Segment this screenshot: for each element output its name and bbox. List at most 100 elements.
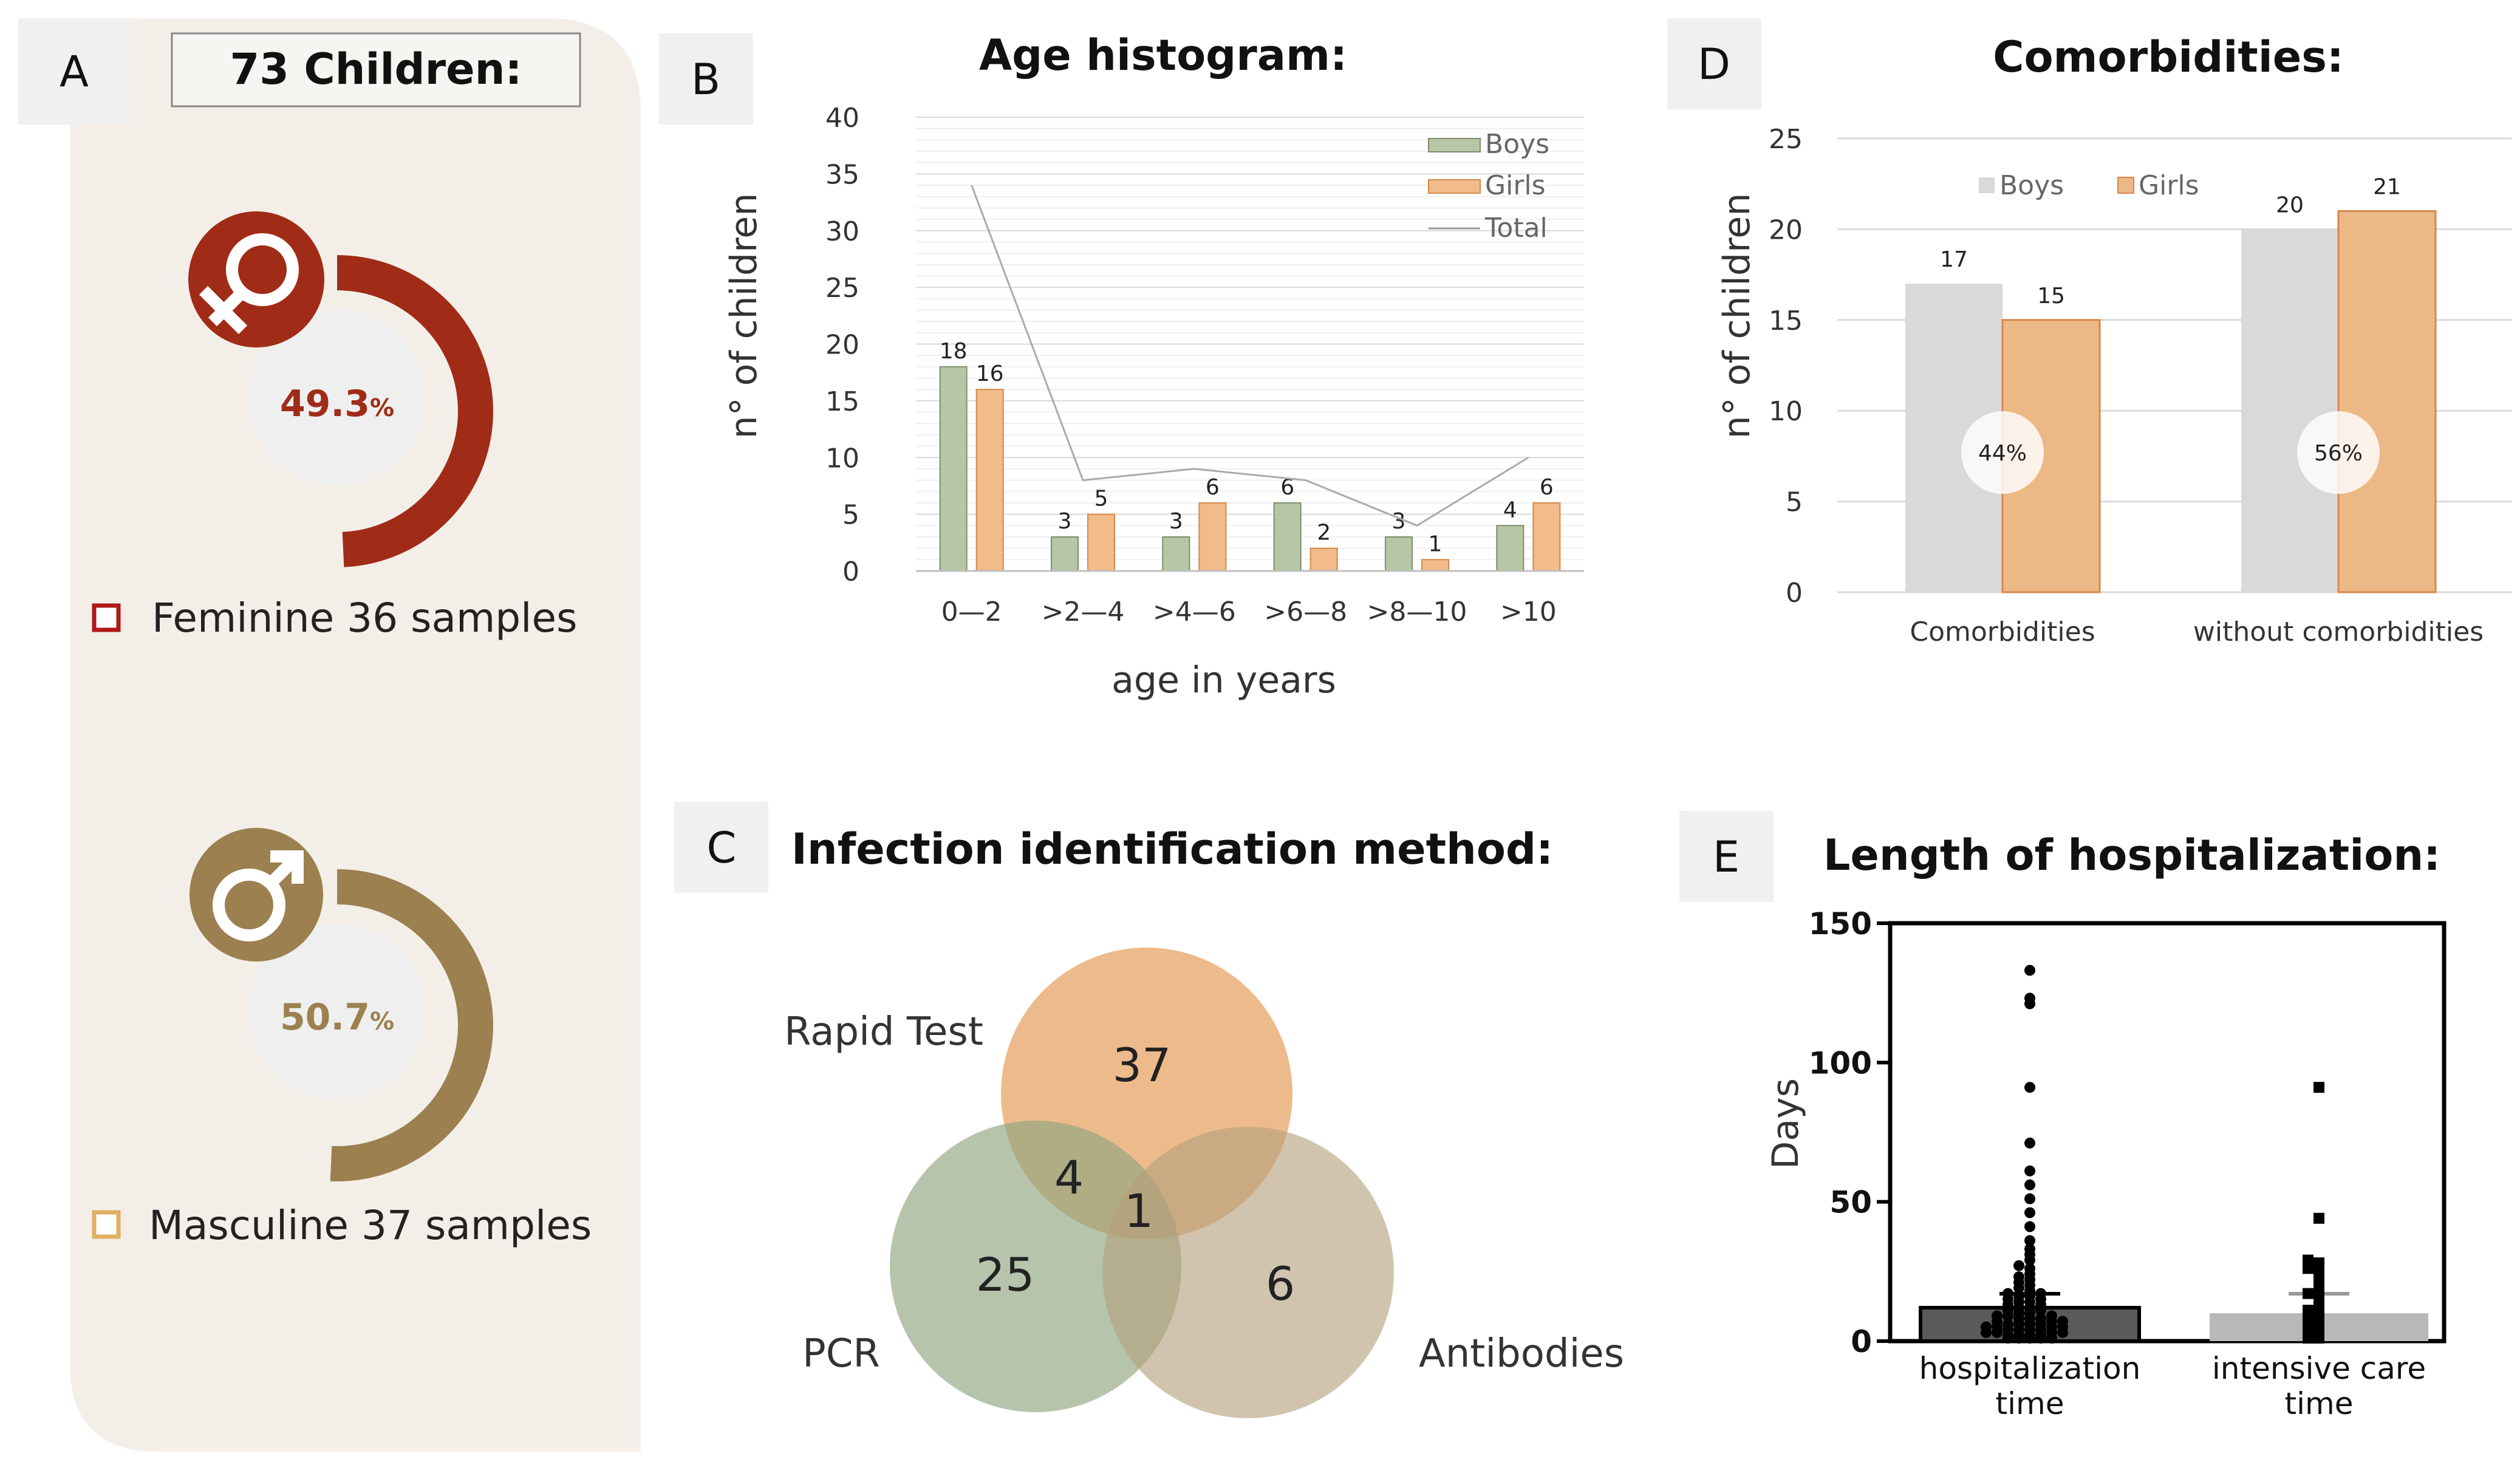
bar-boys-label: 6 <box>1280 475 1294 500</box>
comorb-legend-boys-label: Boys <box>1999 170 2064 201</box>
data-point <box>2024 1221 2035 1232</box>
data-point <box>2024 1165 2035 1177</box>
panel-d: D Comorbidities: n° of children 0 5 10 15 20… <box>1667 18 2511 647</box>
bar-girls <box>1532 502 1561 572</box>
bar-girls-label: 15 <box>2037 284 2065 309</box>
age-chart-title: Age histogram: <box>979 30 1347 80</box>
y-tick-label: 10 <box>825 443 859 474</box>
venn-antibodies-only-count: 6 <box>1266 1257 1295 1311</box>
bar-boys <box>1496 525 1525 572</box>
comorbidities-x-ticks: Comorbidities without comorbidities <box>1910 617 2484 647</box>
comorb-legend-boys-swatch <box>1979 177 1995 193</box>
comorbidities-chart-title: Comorbidities: <box>1993 32 2344 82</box>
panel-c: C Infection identification method: 37 25… <box>674 802 1624 1418</box>
bar-girls <box>1421 559 1449 572</box>
legend-girls-label: Girls <box>1485 170 1546 201</box>
venn-circle-antibodies <box>1102 1127 1394 1418</box>
bar-boys-label: 3 <box>1169 509 1183 534</box>
panel-e-letter-box <box>1679 811 1774 902</box>
male-percent-arc <box>330 869 493 1181</box>
y-tick-label: 0 <box>1786 578 1803 609</box>
venn-title: Infection identification method: <box>791 824 1553 874</box>
hospitalization-y-ticks: 0 50 100 150 <box>1809 906 1890 1359</box>
bar-boys <box>1273 502 1302 572</box>
data-point <box>2035 1313 2046 1324</box>
data-point <box>2003 1319 2013 1330</box>
comorbidities-y-ticks: 0 5 10 15 20 25 <box>1769 124 1803 609</box>
data-point <box>2024 1207 2035 1218</box>
y-tick-label: 15 <box>825 386 859 417</box>
hospitalization-x-ticks: hospitalization time intensive care time <box>1919 1351 2426 1421</box>
data-point <box>2024 1137 2035 1149</box>
panel-a-letter: A <box>60 47 89 97</box>
x-tick-label: Comorbidities <box>1910 617 2095 647</box>
data-point <box>2024 1243 2035 1255</box>
x-tick-label: hospitalization time <box>1919 1351 2141 1421</box>
data-point <box>2313 1271 2324 1283</box>
data-point <box>2003 1288 2013 1299</box>
bar-girls <box>1087 513 1115 572</box>
y-tick-label: 20 <box>825 330 859 361</box>
comorb-legend-girls-label: Girls <box>2139 170 2199 201</box>
data-point <box>2013 1291 2024 1302</box>
data-point <box>2024 1193 2035 1204</box>
data-point <box>2013 1260 2024 1271</box>
bar-boys <box>2241 229 2338 592</box>
age-y-axis-label: n° of children <box>723 193 765 439</box>
venn-label-rapid-test: Rapid Test <box>784 1009 983 1054</box>
y-tick-label: 15 <box>1769 306 1803 336</box>
hospitalization-y-axis-label: Days <box>1764 1078 1807 1169</box>
data-point <box>1992 1310 2003 1322</box>
data-point <box>2303 1263 2313 1274</box>
x-tick-label: >8—10 <box>1367 596 1467 627</box>
data-point <box>2024 1263 2035 1274</box>
data-point <box>2024 965 2035 976</box>
data-point <box>2303 1288 2313 1299</box>
comorbidities-y-axis-label: n° of children <box>1716 193 1758 439</box>
data-point <box>2024 1179 2035 1190</box>
venn-rapid-only-count: 37 <box>1113 1038 1172 1092</box>
legend-total-label: Total <box>1484 213 1548 244</box>
hospitalization-title: Length of hospitalization: <box>1823 830 2440 880</box>
data-point <box>2313 1082 2324 1093</box>
x-tick-label: 0—2 <box>941 596 1002 627</box>
percent-circle <box>1961 411 2044 494</box>
panel-b-letter-box <box>659 33 753 125</box>
bar-girls-label: 21 <box>2373 175 2401 200</box>
hospitalization-points <box>1981 965 2324 1344</box>
percent-circle <box>2297 411 2380 494</box>
data-point <box>2313 1307 2324 1319</box>
panel-d-letter-box <box>1667 18 1761 109</box>
x-tick-label: >6—8 <box>1264 596 1347 627</box>
data-point <box>2024 992 2035 1004</box>
bar-boys-label: 4 <box>1503 497 1517 522</box>
venn-all-three-count: 1 <box>1124 1184 1153 1238</box>
y-tick-label: 5 <box>1786 487 1803 518</box>
bar-girls-label: 6 <box>1206 475 1220 500</box>
male-percent: 50.7% <box>280 996 394 1039</box>
panel-a-letter-box <box>18 18 131 125</box>
y-tick-label: 5 <box>842 500 859 531</box>
panel-e: E Length of hospitalization: Days 0 50 100… <box>1679 811 2447 1421</box>
female-samples-label: Feminine 36 samples <box>152 595 577 641</box>
y-tick-label: 20 <box>1769 214 1803 245</box>
male-legend-icon <box>92 1210 121 1239</box>
female-donut-center <box>249 310 425 486</box>
y-tick-label: 0 <box>1851 1324 1872 1359</box>
bar-boys-label: 18 <box>940 339 968 364</box>
data-point <box>2313 1257 2324 1269</box>
bar-boys <box>1162 536 1190 572</box>
comorbidities-bars: 17 15 44% 20 21 56% <box>1905 175 2437 593</box>
female-symbol-icon <box>199 233 299 335</box>
bar-girls-label: 16 <box>976 361 1004 386</box>
y-tick-label: 100 <box>1809 1045 1872 1081</box>
data-point <box>2313 1212 2324 1224</box>
legend-boys-label: Boys <box>1485 129 1549 160</box>
hospitalization-plot-frame <box>1888 921 2447 1344</box>
y-tick-label: 35 <box>825 159 859 190</box>
legend-boys-swatch <box>1428 138 1481 152</box>
comorb-legend-girls-swatch <box>2117 177 2134 194</box>
y-tick-label: 0 <box>842 556 859 587</box>
y-tick-label: 25 <box>1769 124 1803 155</box>
